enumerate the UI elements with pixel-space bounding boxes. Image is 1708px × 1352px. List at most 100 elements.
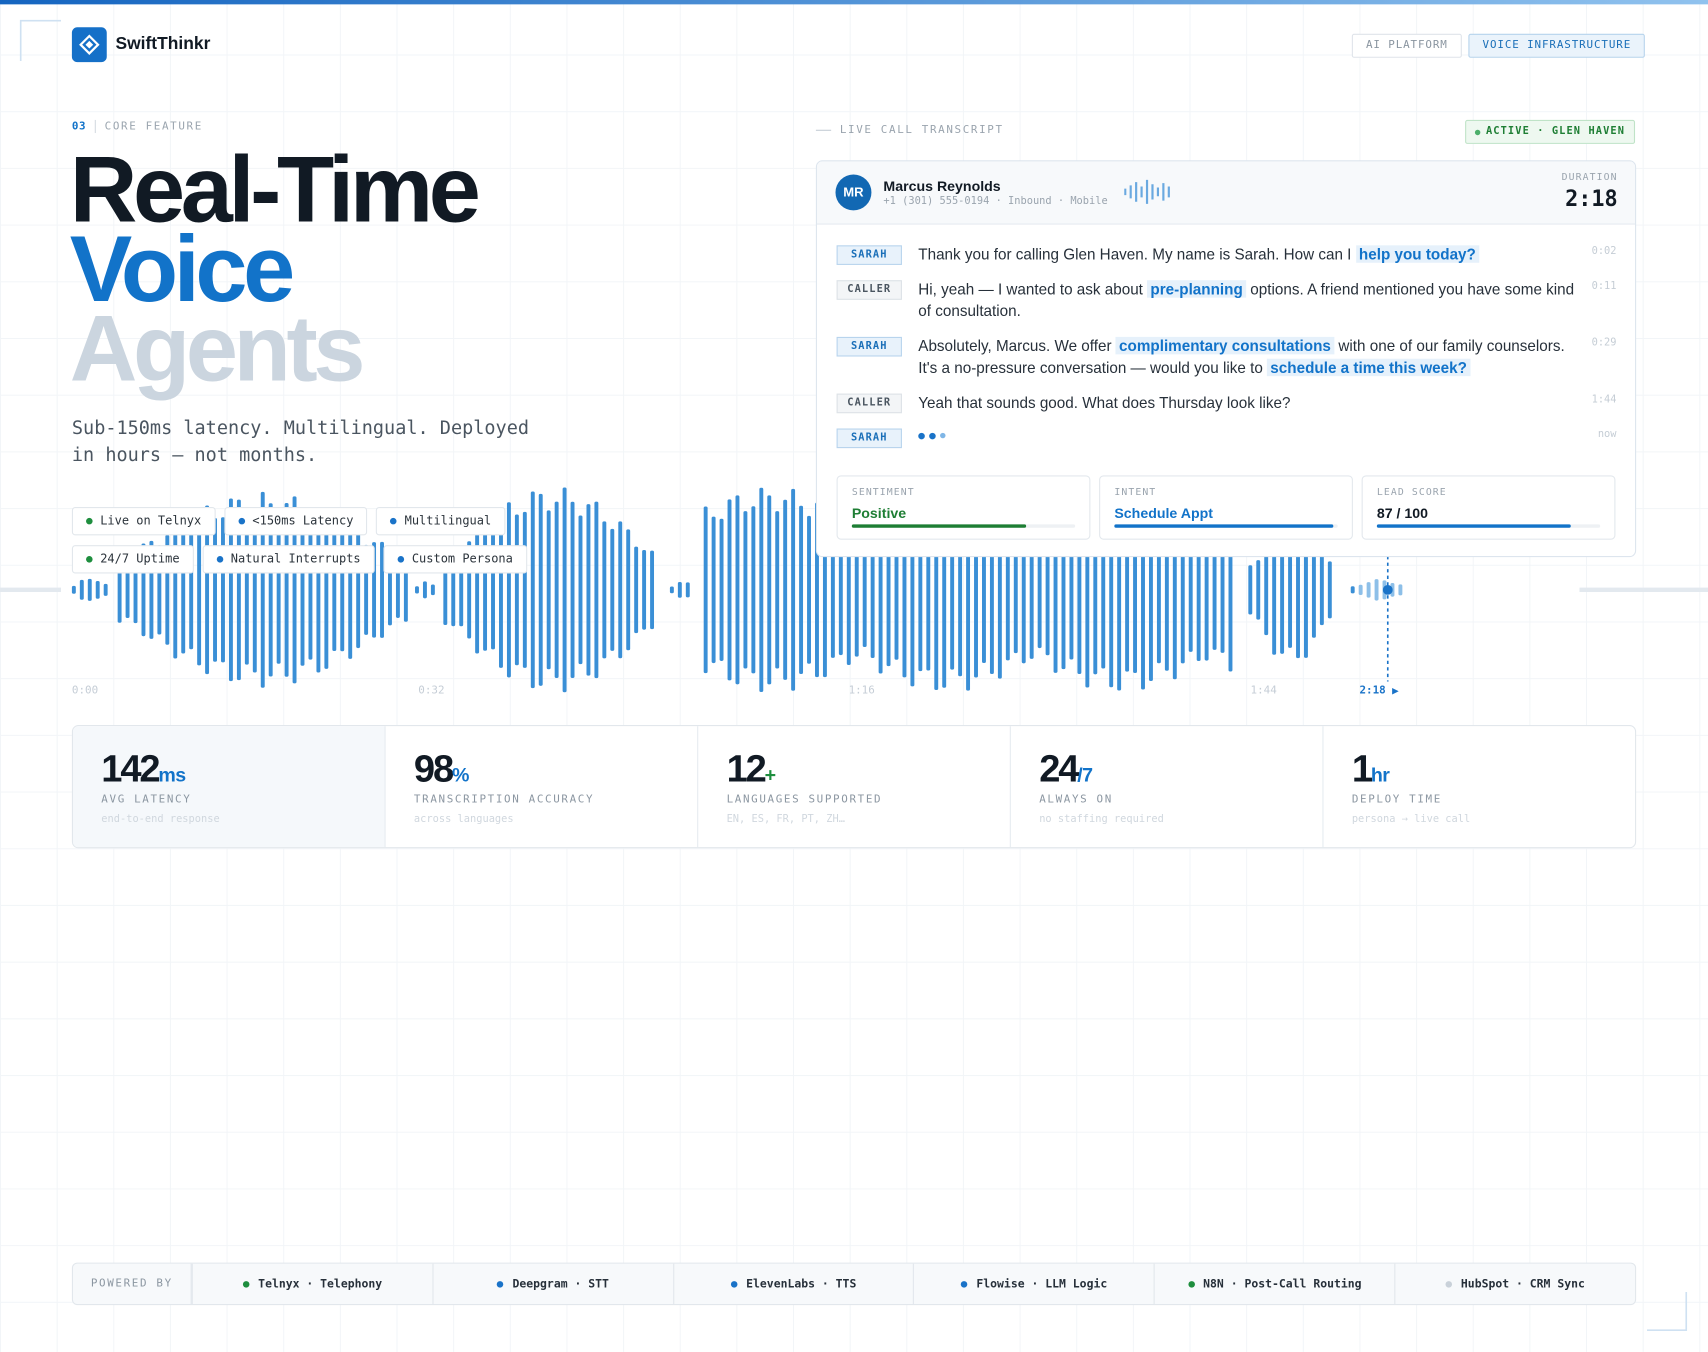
stat-unit: + [764, 764, 776, 787]
stat-label: TRANSCRIPTION ACCURACY [413, 793, 595, 806]
pill-text: Natural Interrupts [230, 551, 361, 566]
partner-dot [497, 1280, 504, 1288]
wave-bar [642, 550, 647, 630]
section-label: 03 CORE FEATURE [71, 119, 203, 134]
stat-unit: % [451, 764, 469, 787]
wave-bar [783, 499, 788, 680]
wave-bar [125, 561, 130, 619]
title-line: Agents [69, 296, 366, 402]
transcript-label: LIVE CALL TRANSCRIPT [839, 124, 1004, 137]
stat-label: AVG LATENCY [101, 793, 192, 806]
partner-name: Telnyx · Telephony [258, 1277, 383, 1291]
wave-bar [1311, 541, 1316, 638]
logo[interactable] [71, 27, 107, 63]
message: SARAH Thank you for calling Glen Haven. M… [836, 243, 1617, 265]
pill-dot [216, 556, 224, 563]
wave-bar [1398, 584, 1403, 596]
typing-indicator [918, 426, 1577, 440]
wave-bar [677, 581, 682, 598]
partner: Flowise · LLM Logic [913, 1263, 1154, 1304]
section-number: 03 [71, 120, 87, 133]
metric-bar [851, 524, 1027, 528]
stat-cell: 142ms AVG LATENCY end-to-end response [72, 726, 385, 848]
message-text [918, 426, 1577, 440]
typing-dot [940, 432, 946, 439]
timeline-label: 1:44 [1251, 685, 1277, 697]
wave-bar [791, 488, 796, 691]
stat-value: 12 [726, 747, 767, 791]
metric-value: Positive [851, 504, 907, 522]
stat-unit: hr [1370, 764, 1390, 787]
wave-bar [807, 515, 811, 664]
wave-bar [546, 510, 551, 670]
feature-pill: Custom Persona [383, 545, 527, 574]
caller-meta: +1 (301) 555-0194 · Inbound · Mobile [883, 195, 1108, 208]
stat-label: DEPLOY TIME [1351, 793, 1442, 806]
duration: 2:18 [1565, 185, 1618, 212]
timeline-label: 1:16 [849, 685, 875, 697]
stat-unit: ms [158, 764, 186, 787]
section-name: CORE FEATURE [104, 120, 203, 133]
pill-dot [238, 517, 245, 525]
wave-bar [586, 504, 591, 676]
message-time: 0:29 [1591, 336, 1617, 349]
wave-bar [711, 516, 716, 664]
wave-bar [538, 493, 543, 686]
stat-number: 98% [414, 748, 469, 792]
wave-bar [1327, 561, 1332, 619]
wave-bar [422, 581, 427, 599]
typing-dot [918, 432, 925, 440]
wave-bar [430, 584, 435, 596]
wave-bar [228, 498, 233, 682]
partner: ElevenLabs · TTS [672, 1263, 914, 1304]
wave-bar [87, 578, 92, 601]
wave-bar [862, 532, 867, 647]
metric-track [1114, 524, 1338, 528]
stat-value: 24 [1039, 747, 1079, 791]
message-text: Hi, yeah — I wanted to ask about pre-pla… [918, 278, 1577, 322]
stat-number: 12+ [726, 747, 777, 792]
metric-value: Schedule Appt [1114, 504, 1213, 522]
message: CALLER Yeah that sounds good. What does T… [836, 391, 1617, 414]
wave-bar [727, 499, 732, 681]
wave-bar [71, 585, 76, 594]
wave-bar [743, 511, 748, 669]
stat-unit: /7 [1077, 764, 1093, 787]
highlight: complimentary consultations [1115, 336, 1335, 355]
wave-bar [403, 557, 408, 622]
message-time: now [1597, 428, 1617, 441]
wave-bar [554, 501, 559, 679]
wave-bar [1037, 531, 1042, 649]
timeline-label: 2:18 [1359, 685, 1399, 697]
wave-bar [1013, 526, 1018, 654]
wave-bar [1220, 526, 1225, 653]
wave-bar [669, 586, 674, 594]
brand[interactable]: SwiftThinkr [115, 34, 211, 54]
timeline-label: 0:00 [72, 685, 98, 697]
timeline-time: 0:00 [71, 684, 99, 697]
partner-dot [730, 1280, 738, 1288]
powered-label: POWERED BY [73, 1263, 192, 1304]
pill-text: <150ms Latency [252, 513, 354, 528]
stat-number: 24/7 [1039, 747, 1093, 792]
message-time: 1:44 [1591, 393, 1617, 406]
message: SARAH Absolutely, Marcus. We offer compli… [836, 335, 1617, 379]
metric-track [851, 524, 1076, 528]
top-accent [0, 0, 1708, 5]
wave-bar [1374, 579, 1379, 601]
partner-name: Flowise · LLM Logic [976, 1277, 1108, 1291]
text-segment: options. A friend mentioned you have som… [918, 280, 1575, 320]
message-text: Absolutely, Marcus. We offer complimenta… [918, 335, 1577, 379]
wave-bar [260, 491, 265, 688]
caller-name: Marcus Reynolds [883, 177, 1001, 195]
timeline-time: 1:44 [1250, 684, 1277, 697]
text-segment: Hi, yeah — I wanted to ask about [918, 280, 1148, 298]
hero-title: Real-Time Voice Agents [69, 143, 481, 402]
subtitle: Sub-150ms latency. Multilingual. Deploye… [71, 417, 530, 467]
speaker-tag: SARAH [836, 428, 902, 449]
stat-label: LANGUAGES SUPPORTED [726, 793, 883, 806]
wave-bar [1350, 586, 1355, 594]
call-header: MR Marcus Reynolds +1 (301) 555-0194 · I… [816, 161, 1636, 225]
wave-bar [578, 515, 583, 665]
